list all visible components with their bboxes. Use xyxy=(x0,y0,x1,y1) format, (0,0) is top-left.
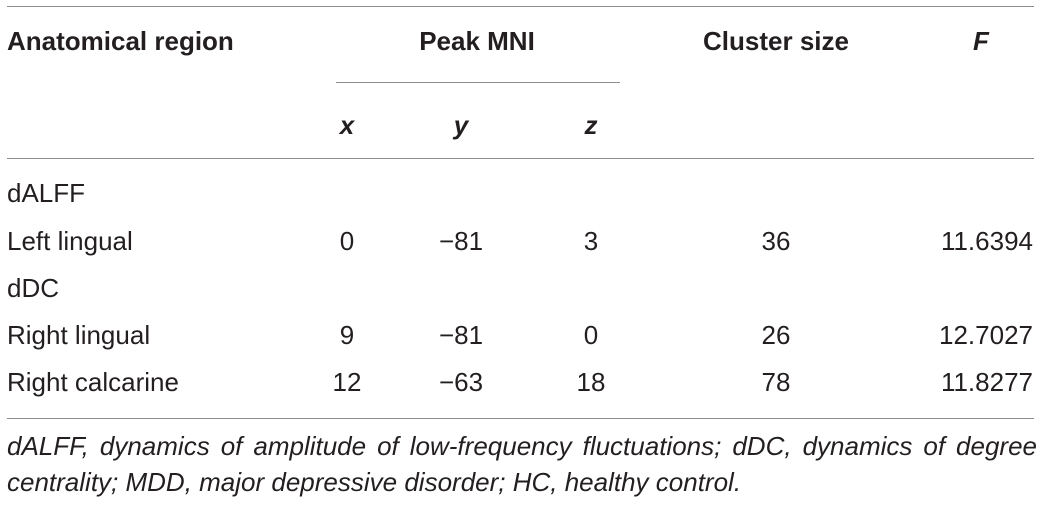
header-x: x xyxy=(339,110,355,140)
section-label-ddc: dDC xyxy=(7,273,60,303)
row-f: 11.6394 xyxy=(940,226,1033,256)
header-f: F xyxy=(973,26,989,56)
row-z: 3 xyxy=(583,226,599,256)
row-cluster-size: 26 xyxy=(761,320,791,350)
row-cluster-size: 78 xyxy=(761,367,791,397)
header-anatomical-region: Anatomical region xyxy=(7,26,234,56)
row-y: −63 xyxy=(438,367,484,397)
peak-mni-subrule xyxy=(336,82,620,83)
section-label-dalff: dALFF xyxy=(7,178,86,208)
table-top-rule xyxy=(7,6,1034,7)
row-y: −81 xyxy=(438,320,484,350)
row-region: Right lingual xyxy=(7,320,151,350)
row-f: 11.8277 xyxy=(940,367,1033,397)
header-peak-mni: Peak MNI xyxy=(419,26,535,56)
row-x: 0 xyxy=(339,226,355,256)
row-y: −81 xyxy=(438,226,484,256)
header-y: y xyxy=(453,110,469,140)
row-region: Left lingual xyxy=(7,226,133,256)
row-region: Right calcarine xyxy=(7,367,179,397)
row-x: 9 xyxy=(339,320,355,350)
header-z: z xyxy=(584,110,598,140)
header-cluster-size: Cluster size xyxy=(703,26,849,56)
header-bottom-rule xyxy=(7,158,1034,159)
row-z: 18 xyxy=(576,367,606,397)
row-cluster-size: 36 xyxy=(761,226,791,256)
row-x: 12 xyxy=(332,367,362,397)
table-footnote: dALFF, dynamics of amplitude of low-freq… xyxy=(7,431,1037,497)
row-f: 12.7027 xyxy=(939,320,1033,350)
table-bottom-rule xyxy=(7,418,1034,419)
row-z: 0 xyxy=(583,320,599,350)
